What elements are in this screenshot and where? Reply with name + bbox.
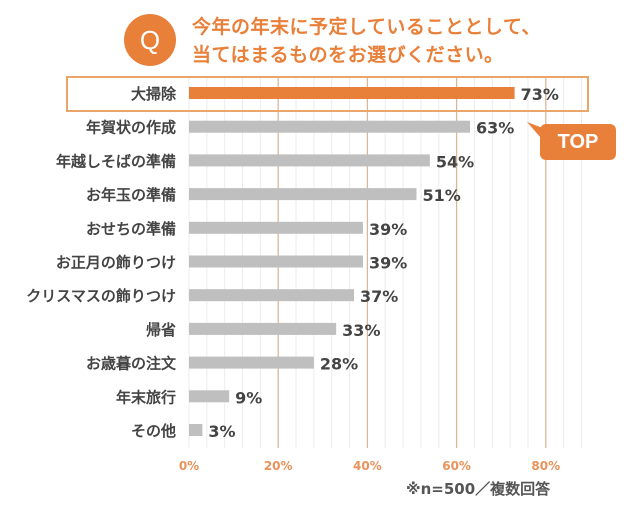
value-label: 37% [360, 287, 398, 306]
category-labels: 大掃除年賀状の作成年越しそばの準備お年玉の準備おせちの準備お正月の飾りつけクリス… [26, 85, 177, 440]
value-label: 73% [521, 85, 559, 104]
value-label: 39% [369, 220, 407, 239]
value-label: 54% [436, 152, 474, 171]
category-label: 大掃除 [131, 85, 177, 103]
category-label: お歳暮の注文 [86, 355, 177, 373]
bar [189, 390, 230, 403]
category-label: お年玉の準備 [86, 186, 176, 204]
x-tick-label: 40% [353, 459, 382, 473]
bar [189, 154, 430, 167]
bar [189, 356, 314, 369]
x-tick-labels: 0% 20% 40% 60% 80% [179, 459, 560, 473]
value-label: 28% [320, 355, 358, 374]
bar [189, 87, 515, 99]
value-labels: 73% 63%54% 51% 39% 39% 37% 33% 28% 9%3% [208, 85, 558, 441]
category-label: 帰省 [146, 321, 176, 339]
question-title-line2: 当てはまるものをお選びください。 [192, 44, 504, 66]
category-label: 年賀状の作成 [86, 119, 176, 137]
sample-note: ※n=500／複数回答 [406, 480, 551, 498]
bar [189, 255, 363, 268]
category-label: 年越しそばの準備 [56, 152, 176, 170]
value-label: 63% [476, 119, 514, 138]
top-badge: TOP [540, 124, 616, 160]
x-tick-label: 0% [179, 459, 199, 473]
x-tick-label: 80% [531, 459, 560, 473]
bar [189, 221, 363, 234]
category-label: 年末旅行 [116, 388, 176, 406]
value-label: 9% [235, 388, 262, 407]
category-label: おせちの準備 [86, 220, 176, 238]
question-badge: Q [124, 14, 176, 66]
x-tick-label: 20% [264, 459, 293, 473]
bar [189, 188, 417, 201]
bar [189, 424, 203, 436]
highlight-frame [66, 76, 589, 112]
value-label: 39% [369, 254, 407, 273]
bars [189, 87, 515, 436]
x-tick-label: 60% [442, 459, 471, 473]
category-label: クリスマスの飾りつけ [26, 287, 176, 305]
value-label: 51% [422, 186, 460, 205]
bar [189, 289, 355, 302]
value-label: 33% [342, 321, 380, 340]
bar [189, 322, 337, 335]
category-label: お正月の飾りつけ [56, 254, 176, 272]
bar [189, 120, 470, 133]
value-label: 3% [208, 422, 235, 441]
category-label: その他 [131, 422, 176, 440]
question-title-line1: 今年の年末に予定していることとして、 [192, 16, 541, 38]
